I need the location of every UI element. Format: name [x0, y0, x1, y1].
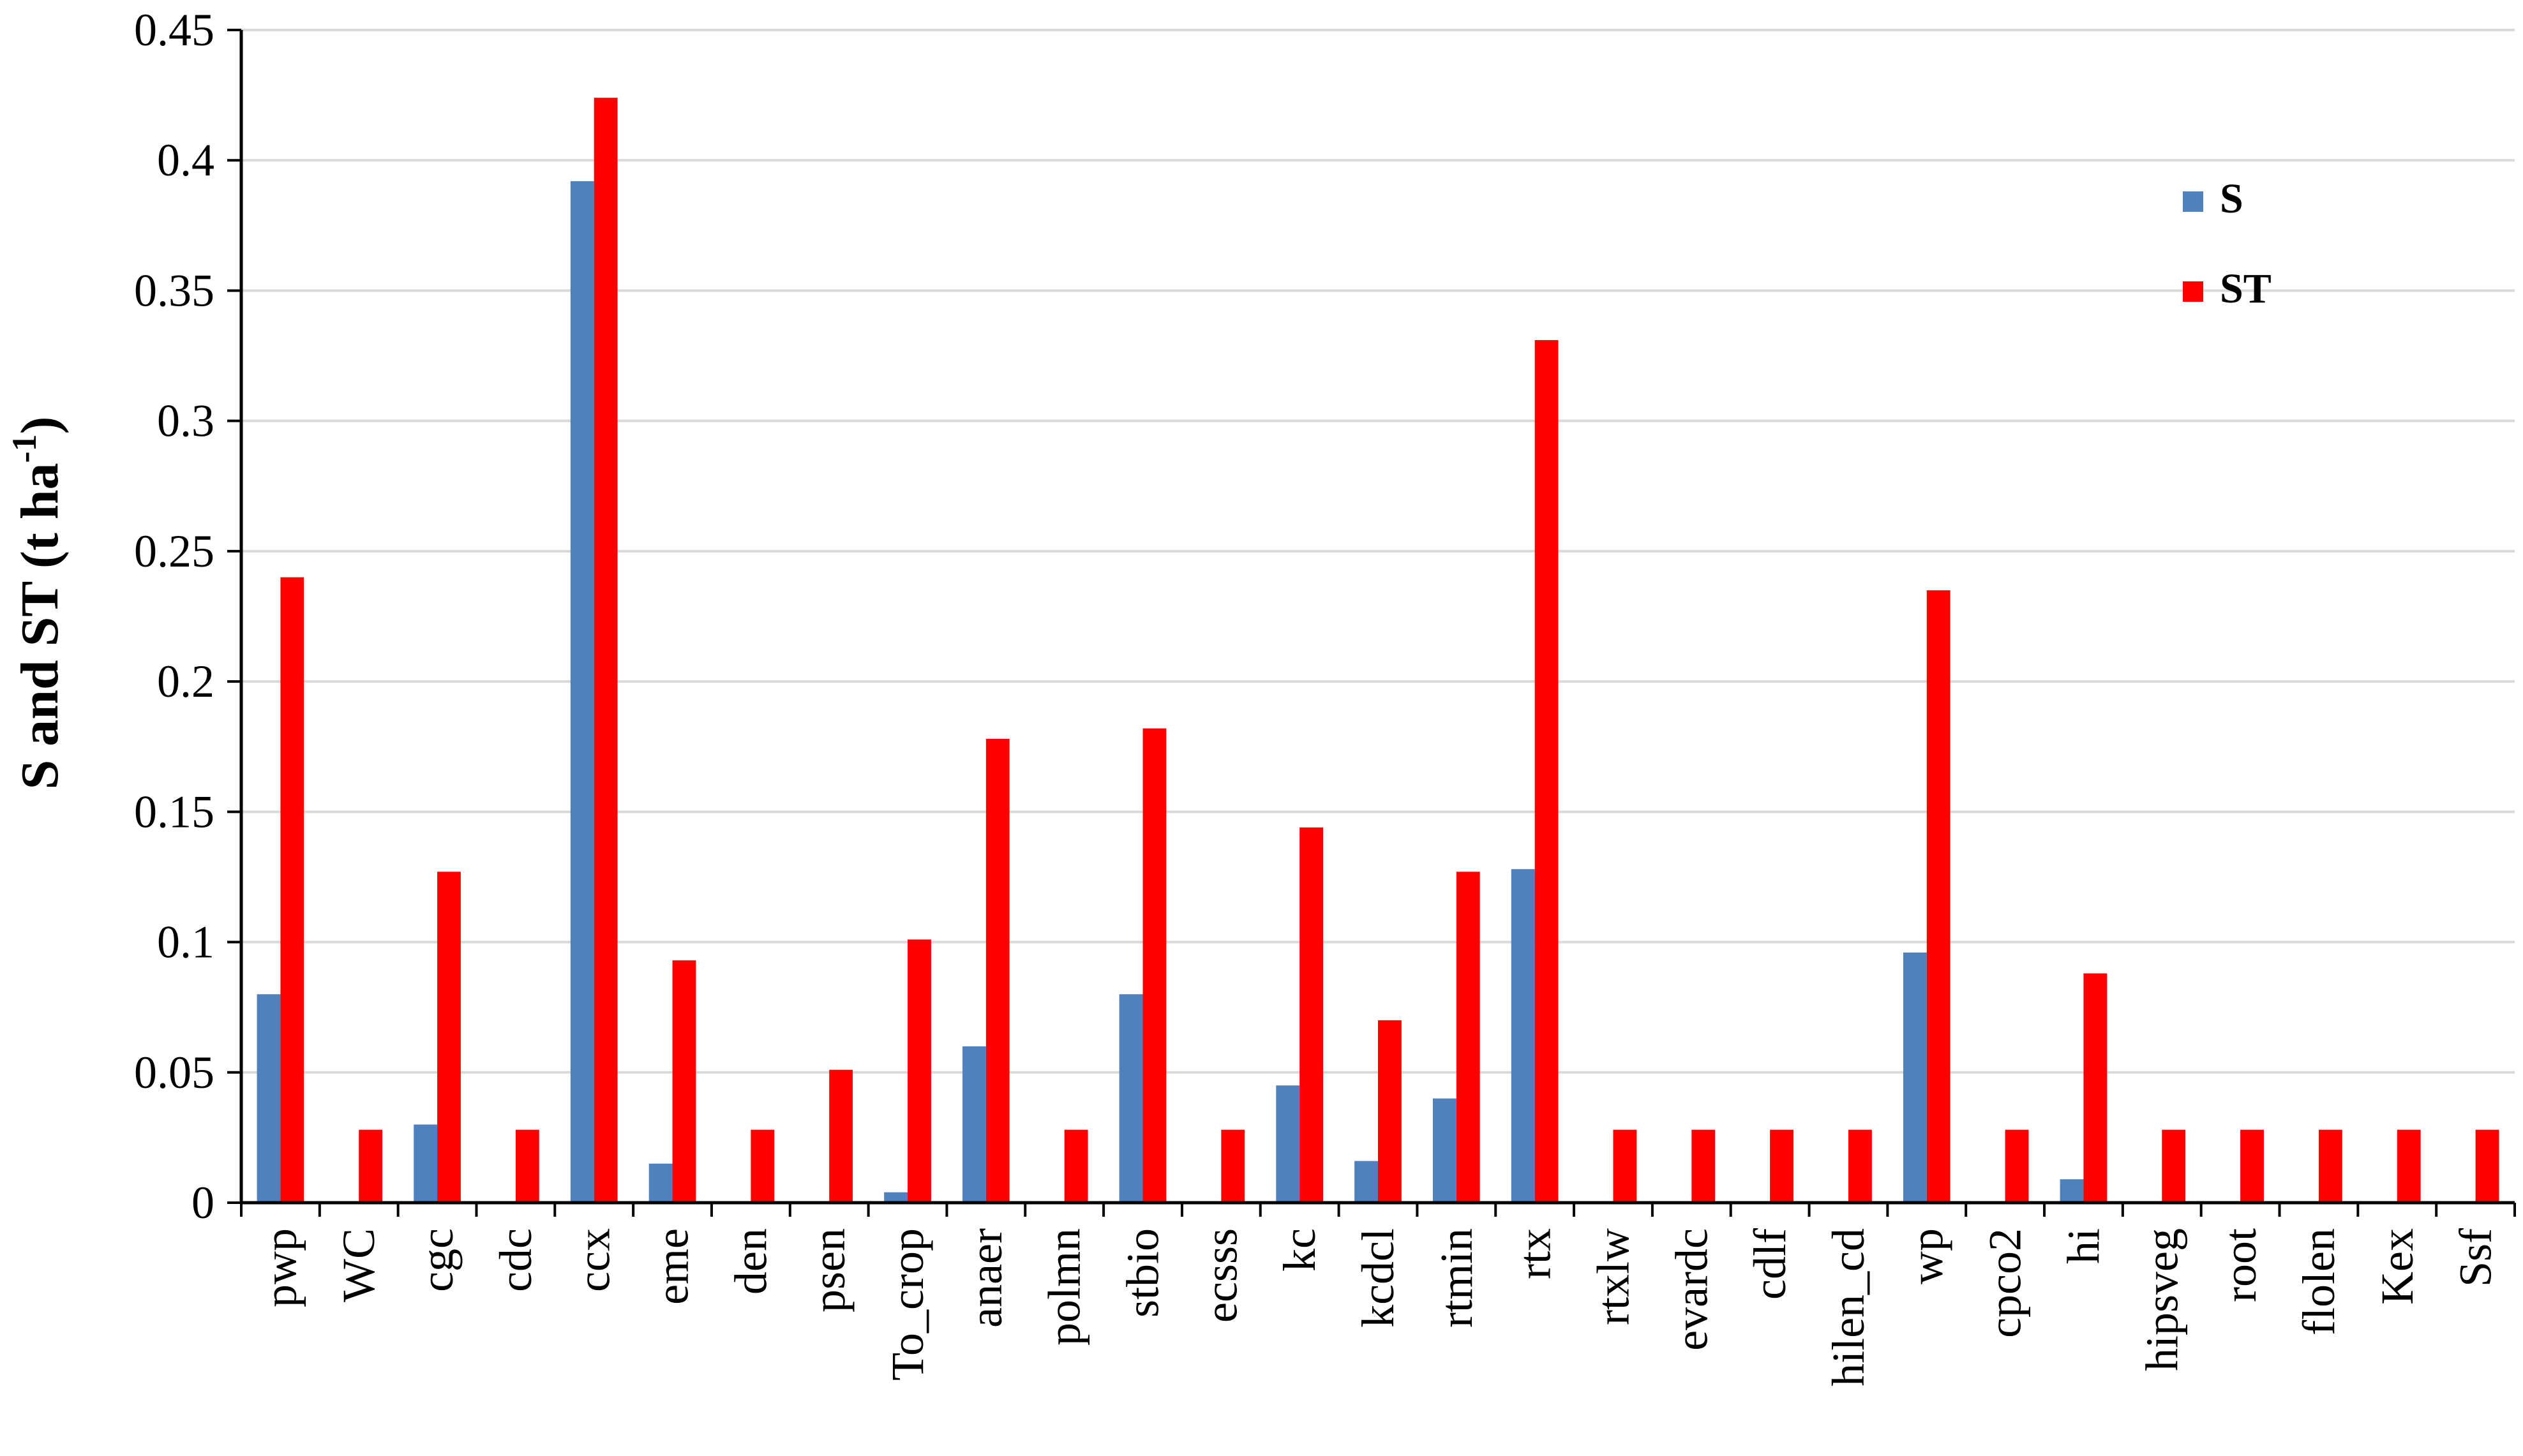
bar-st-cdlf	[1770, 1129, 1793, 1203]
bar-st-rtx	[1534, 340, 1559, 1203]
bar-st-hipsveg	[2162, 1129, 2186, 1203]
bar-st-pwp	[280, 577, 304, 1203]
y-axis-label-superscript: -1	[5, 434, 43, 463]
bar-st-psen	[829, 1069, 853, 1203]
x-tick-label: root	[2215, 1228, 2266, 1302]
bar-s-hi	[2060, 1179, 2084, 1203]
x-tick-label: ecsss	[1195, 1228, 1247, 1323]
y-tick-label: 0.3	[157, 396, 214, 447]
y-tick-label: 0.15	[134, 786, 214, 837]
bars	[257, 98, 2499, 1203]
x-tick-label: polmn	[1039, 1228, 1090, 1346]
bar-s-rtmin	[1432, 1098, 1456, 1203]
y-tick-label: 0.05	[134, 1047, 214, 1098]
bar-st-ssf	[2475, 1129, 2499, 1203]
x-tick-label: Ssf	[2450, 1228, 2501, 1287]
x-tick-label: hi	[2058, 1228, 2109, 1264]
bar-st-polmn	[1064, 1129, 1088, 1203]
y-tick-label: 0.45	[134, 4, 214, 56]
bar-st-stbio	[1142, 728, 1167, 1203]
x-tick-label: hilen_cd	[1823, 1228, 1874, 1386]
x-tick-label: anaer	[961, 1228, 1012, 1328]
bar-st-rtmin	[1456, 872, 1480, 1203]
bar-st-ccx	[594, 98, 618, 1203]
x-tick-label: wp	[1901, 1228, 1952, 1284]
x-tick-label: pwp	[255, 1228, 306, 1307]
y-tick-label: 0.4	[157, 135, 214, 186]
legend-swatch-st	[2183, 281, 2203, 302]
bar-st-ecsss	[1221, 1129, 1245, 1203]
bar-st-wp	[1926, 590, 1950, 1203]
x-tick-label: kc	[1274, 1228, 1325, 1272]
y-tick-labels: 0 0.05 0.1 0.15 0.2 0.25 0.3 0.35 0.4 0.45	[134, 4, 214, 1228]
x-tick-label: psen	[804, 1228, 855, 1312]
bar-st-evardc	[1691, 1129, 1716, 1203]
bar-s-rtx	[1511, 869, 1535, 1203]
x-tick-label: cgc	[412, 1228, 463, 1292]
y-tick-label: 0.1	[157, 917, 214, 968]
x-tick-label: kcdcl	[1352, 1228, 1404, 1328]
bar-s-kc	[1276, 1085, 1300, 1203]
bar-st-cdc	[515, 1129, 539, 1203]
bar-st-cpco2	[2005, 1129, 2029, 1203]
bar-s-anaer	[962, 1046, 986, 1203]
bar-st-anaer	[985, 738, 1010, 1203]
y-tick-label: 0.35	[134, 265, 214, 316]
x-tick-label: stbio	[1118, 1228, 1169, 1318]
bar-st-kcdcl	[1378, 1020, 1402, 1203]
x-tick-label: rtmin	[1431, 1228, 1482, 1328]
legend-label-st: ST	[2220, 265, 2272, 312]
x-tick-label: cdlf	[1744, 1228, 1795, 1300]
bar-st-flolen	[2318, 1129, 2342, 1203]
bar-s-stbio	[1119, 994, 1143, 1203]
bar-st-hilen_cd	[1848, 1129, 1872, 1203]
bar-s-pwp	[257, 994, 281, 1203]
bar-st-root	[2240, 1129, 2264, 1203]
x-tick-label: evardc	[1666, 1228, 1717, 1351]
gridlines	[241, 29, 2515, 1074]
bar-s-kcdcl	[1354, 1161, 1378, 1203]
x-tick-label: cdc	[490, 1228, 541, 1292]
x-tick-label: rtx	[1509, 1228, 1561, 1279]
bar-s-wp	[1903, 952, 1927, 1203]
x-tick-label: ccx	[569, 1228, 620, 1292]
x-tick-label: cpco2	[1980, 1228, 2031, 1338]
bar-st-den	[751, 1129, 775, 1203]
legend-label-s: S	[2220, 175, 2243, 222]
bar-s-eme	[648, 1163, 673, 1203]
bar-s-cgc	[414, 1124, 438, 1203]
bar-st-to_crop	[908, 939, 931, 1203]
x-tick-label: flolen	[2293, 1228, 2344, 1335]
bar-st-kex	[2397, 1129, 2421, 1203]
bar-s-to_crop	[884, 1192, 908, 1203]
x-tick-label: hipsveg	[2136, 1228, 2187, 1371]
y-axis-label-close: )	[10, 416, 70, 434]
bar-st-rtxlw	[1613, 1129, 1637, 1203]
bar-st-kc	[1299, 827, 1324, 1203]
bar-st-hi	[2083, 973, 2107, 1203]
y-axis-label-text: S and ST (t ha	[10, 463, 70, 789]
y-axis-label: S and ST (t ha-1)	[5, 416, 70, 789]
bar-st-cgc	[437, 872, 461, 1203]
x-tick-label: Kex	[2372, 1228, 2423, 1305]
bar-s-ccx	[570, 181, 594, 1203]
x-tick-label: WC	[333, 1228, 384, 1302]
axes	[227, 29, 2516, 1217]
y-tick-label: 0.25	[134, 526, 214, 577]
legend: S ST	[2183, 175, 2272, 312]
x-tick-label: To_crop	[882, 1228, 933, 1381]
x-tick-labels: pwp WC cgc cdc ccx eme den psen To_crop anaer polm…	[255, 1228, 2501, 1386]
x-tick-label: den	[725, 1228, 776, 1295]
legend-swatch-s	[2183, 191, 2203, 212]
y-tick-label: 0	[191, 1177, 214, 1228]
bar-st-eme	[672, 960, 696, 1203]
x-tick-label: rtxlw	[1587, 1228, 1638, 1325]
bar-st-wc	[359, 1129, 383, 1203]
y-tick-label: 0.2	[157, 656, 214, 707]
x-tick-label: eme	[647, 1228, 698, 1305]
